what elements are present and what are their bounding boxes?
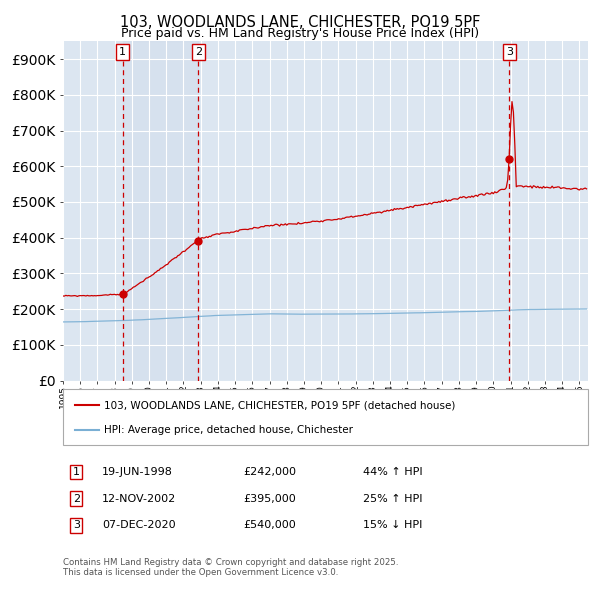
- Text: £540,000: £540,000: [243, 520, 296, 530]
- Text: 07-DEC-2020: 07-DEC-2020: [102, 520, 176, 530]
- Text: 1: 1: [119, 47, 126, 57]
- Text: Price paid vs. HM Land Registry's House Price Index (HPI): Price paid vs. HM Land Registry's House …: [121, 27, 479, 40]
- Text: Contains HM Land Registry data © Crown copyright and database right 2025.
This d: Contains HM Land Registry data © Crown c…: [63, 558, 398, 577]
- Text: 2: 2: [73, 494, 80, 503]
- Text: 19-JUN-1998: 19-JUN-1998: [102, 467, 173, 477]
- Bar: [122, 41, 199, 381]
- Text: 25% ↑ HPI: 25% ↑ HPI: [363, 494, 422, 503]
- Text: 3: 3: [73, 520, 80, 530]
- Text: 44% ↑ HPI: 44% ↑ HPI: [363, 467, 422, 477]
- Text: 103, WOODLANDS LANE, CHICHESTER, PO19 5PF: 103, WOODLANDS LANE, CHICHESTER, PO19 5P…: [120, 15, 480, 30]
- Text: 12-NOV-2002: 12-NOV-2002: [102, 494, 176, 503]
- Text: £242,000: £242,000: [243, 467, 296, 477]
- Text: 15% ↓ HPI: 15% ↓ HPI: [363, 520, 422, 530]
- Text: 2: 2: [195, 47, 202, 57]
- Text: 3: 3: [506, 47, 513, 57]
- Text: £395,000: £395,000: [243, 494, 296, 503]
- Text: 103, WOODLANDS LANE, CHICHESTER, PO19 5PF (detached house): 103, WOODLANDS LANE, CHICHESTER, PO19 5P…: [104, 400, 455, 410]
- Text: 1: 1: [73, 467, 80, 477]
- Text: HPI: Average price, detached house, Chichester: HPI: Average price, detached house, Chic…: [104, 425, 353, 435]
